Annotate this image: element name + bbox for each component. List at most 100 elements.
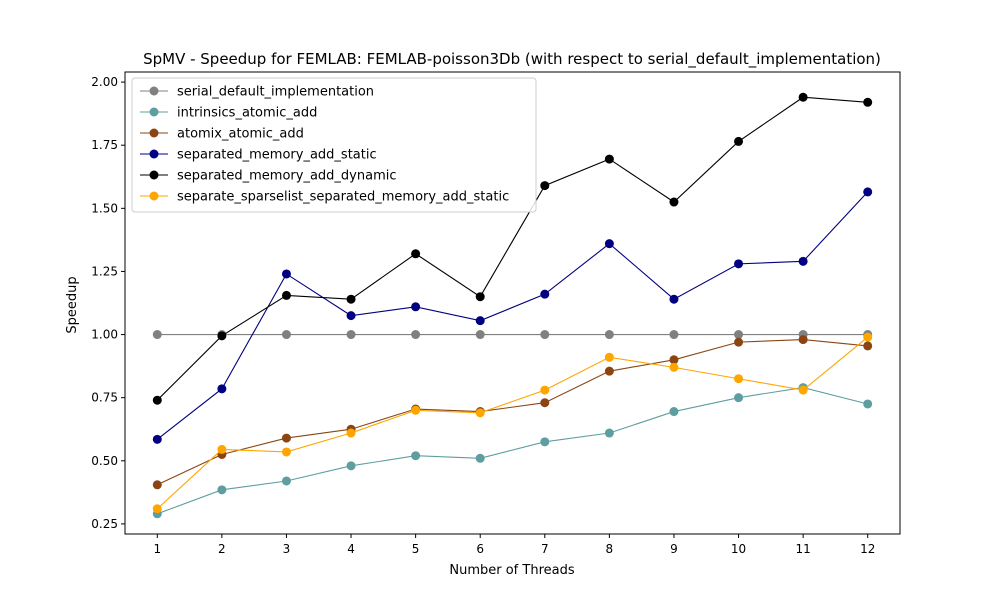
- legend-label: separated_memory_add_static: [177, 148, 377, 163]
- data-point-separated_memory_add_dynamic: [152, 395, 162, 405]
- legend-box: [131, 77, 537, 213]
- legend-label: atomix_atomic_add: [177, 127, 304, 142]
- legend-marker: [149, 149, 159, 159]
- data-point-separate_sparselist_separated_memory_add_static: [281, 447, 291, 457]
- data-point-separate_sparselist_separated_memory_add_static: [152, 504, 162, 514]
- legend-marker: [149, 191, 159, 201]
- data-point-serial_default_implementation: [540, 330, 550, 340]
- data-point-separated_memory_add_static: [217, 384, 227, 394]
- series-line-separated_memory_add_static: [156, 191, 869, 440]
- data-point-intrinsics_atomic_add: [734, 393, 744, 403]
- y-tick-label: 1.50: [91, 201, 118, 215]
- data-point-intrinsics_atomic_add: [669, 407, 679, 417]
- x-tick-label: 9: [670, 542, 678, 556]
- plot-area: 1 2 3 4 5 6 7 8 9 10 11 120.250.500.751.001.251.501…: [91, 71, 901, 556]
- data-point-intrinsics_atomic_add: [217, 485, 227, 495]
- data-point-serial_default_implementation: [475, 330, 485, 340]
- x-tick-label: 8: [606, 542, 614, 556]
- y-tick-label: 0.75: [91, 391, 118, 405]
- data-point-serial_default_implementation: [152, 330, 162, 340]
- data-point-intrinsics_atomic_add: [540, 437, 550, 447]
- legend-label: serial_default_implementation: [177, 85, 374, 100]
- x-tick-label: 2: [218, 542, 226, 556]
- y-tick-label: 1.75: [91, 138, 118, 152]
- data-point-atomix_atomic_add: [604, 366, 614, 376]
- data-point-serial_default_implementation: [669, 330, 679, 340]
- legend-label: separate_sparselist_separated_memory_add…: [177, 190, 509, 205]
- data-point-serial_default_implementation: [604, 330, 614, 340]
- data-point-separated_memory_add_static: [475, 316, 485, 326]
- data-point-atomix_atomic_add: [152, 480, 162, 490]
- data-point-serial_default_implementation: [281, 330, 291, 340]
- data-point-separated_memory_add_dynamic: [217, 331, 227, 341]
- data-point-separated_memory_add_dynamic: [669, 197, 679, 207]
- data-point-separated_memory_add_dynamic: [475, 292, 485, 302]
- data-point-separated_memory_add_static: [863, 187, 873, 197]
- series-line-separated_memory_add_dynamic: [156, 96, 868, 401]
- data-point-serial_default_implementation: [346, 330, 356, 340]
- data-point-separated_memory_add_dynamic: [411, 249, 421, 259]
- data-point-separate_sparselist_separated_memory_add_static: [798, 385, 808, 395]
- x-tick-label: 1: [153, 542, 161, 556]
- data-point-separated_memory_add_static: [540, 289, 550, 299]
- series-line-atomix_atomic_add: [157, 339, 868, 486]
- series-line-intrinsics_atomic_add: [157, 387, 868, 515]
- y-tick-label: 2.00: [91, 75, 118, 89]
- data-point-separate_sparselist_separated_memory_add_static: [669, 362, 679, 372]
- data-point-separate_sparselist_separated_memory_add_static: [346, 428, 356, 438]
- data-point-separate_sparselist_separated_memory_add_static: [540, 385, 550, 395]
- data-point-atomix_atomic_add: [669, 355, 679, 365]
- data-point-separated_memory_add_dynamic: [540, 181, 550, 191]
- chart-title: SpMV - Speedup for FEMLAB: FEMLAB-poisso…: [143, 50, 881, 69]
- data-point-serial_default_implementation: [734, 330, 744, 340]
- data-point-intrinsics_atomic_add: [604, 428, 614, 438]
- data-point-separate_sparselist_separated_memory_add_static: [863, 332, 873, 342]
- data-point-separated_memory_add_static: [604, 239, 614, 249]
- data-point-atomix_atomic_add: [281, 433, 291, 443]
- data-point-separated_memory_add_static: [346, 311, 356, 321]
- x-tick-label: 10: [731, 542, 746, 556]
- data-point-separated_memory_add_dynamic: [346, 294, 356, 304]
- data-point-separated_memory_add_static: [411, 302, 421, 312]
- legend-marker: [149, 128, 159, 138]
- data-point-separate_sparselist_separated_memory_add_static: [411, 405, 421, 415]
- data-point-intrinsics_atomic_add: [863, 399, 873, 409]
- data-point-separate_sparselist_separated_memory_add_static: [217, 444, 227, 454]
- data-point-separated_memory_add_dynamic: [281, 290, 291, 300]
- data-point-separated_memory_add_static: [281, 269, 291, 279]
- data-point-atomix_atomic_add: [798, 335, 808, 345]
- data-point-intrinsics_atomic_add: [475, 453, 485, 463]
- x-axis-label: Number of Threads: [449, 563, 574, 578]
- x-tick-label: 6: [476, 542, 484, 556]
- data-point-separated_memory_add_static: [798, 256, 808, 266]
- y-tick-label: 1.25: [91, 264, 118, 278]
- data-point-separated_memory_add_dynamic: [734, 136, 744, 146]
- y-tick-label: 0.25: [91, 517, 118, 531]
- y-tick-label: 1.00: [91, 328, 118, 342]
- data-point-serial_default_implementation: [411, 330, 421, 340]
- data-point-separate_sparselist_separated_memory_add_static: [475, 408, 485, 418]
- series-line-separate_sparselist_separated_memory_add_static: [156, 336, 869, 510]
- data-point-separated_memory_add_dynamic: [604, 154, 614, 164]
- data-point-separated_memory_add_static: [152, 434, 162, 444]
- y-axis-label: Speedup: [65, 276, 80, 333]
- data-point-separated_memory_add_static: [669, 294, 679, 304]
- x-tick-label: 5: [412, 542, 420, 556]
- data-point-intrinsics_atomic_add: [346, 461, 356, 471]
- data-point-separated_memory_add_dynamic: [863, 97, 873, 107]
- data-point-separated_memory_add_dynamic: [798, 92, 808, 102]
- data-point-atomix_atomic_add: [734, 337, 744, 347]
- x-tick-label: 3: [283, 542, 291, 556]
- plot-frame: [124, 71, 901, 535]
- legend-marker: [149, 107, 159, 117]
- y-tick-label: 0.50: [91, 454, 118, 468]
- data-point-separated_memory_add_static: [734, 259, 744, 269]
- x-tick-label: 12: [860, 542, 875, 556]
- x-tick-label: 4: [347, 542, 355, 556]
- legend-label: separated_memory_add_dynamic: [177, 169, 397, 184]
- data-point-atomix_atomic_add: [863, 341, 873, 351]
- data-point-separate_sparselist_separated_memory_add_static: [604, 352, 614, 362]
- data-point-separate_sparselist_separated_memory_add_static: [734, 374, 744, 384]
- legend-marker: [149, 170, 159, 180]
